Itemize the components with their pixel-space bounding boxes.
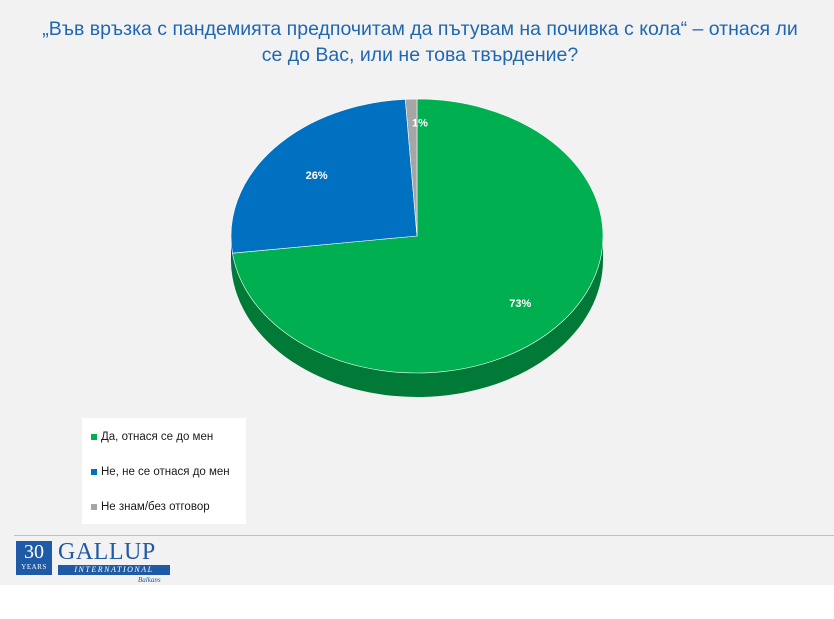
- footer-divider: [14, 535, 834, 536]
- gallup-logo: 30 YEARS GALLUP INTERNATIONAL Balkans: [16, 539, 176, 585]
- brand-name: GALLUP: [58, 539, 156, 565]
- brand-region: Balkans: [138, 576, 161, 584]
- legend-swatch-dont-know: [91, 504, 97, 510]
- legend-item-yes: Да, отнася се до мен: [91, 429, 213, 445]
- legend-swatch-yes: [91, 434, 97, 440]
- legend-label-dont-know: Не знам/без отговор: [101, 501, 210, 513]
- anniversary-text: YEARS: [21, 563, 47, 571]
- legend-label-no: Не, не се отнася до мен: [101, 466, 230, 478]
- legend-swatch-no: [91, 469, 97, 475]
- pie-side-yes: [232, 236, 603, 398]
- data-label-no: 26%: [306, 170, 328, 182]
- data-label-yes: 73%: [509, 298, 531, 310]
- legend: Да, отнася се до мен Не, не се отнася до…: [82, 418, 246, 524]
- pie-slice-dont-know: [404, 98, 418, 237]
- chart-title: „Във връзка с пандемията предпочитам да …: [42, 18, 798, 66]
- brand-subtitle: INTERNATIONAL: [58, 565, 170, 575]
- anniversary-badge: 30 YEARS: [16, 541, 52, 575]
- legend-item-dont-know: Не знам/без отговор: [91, 499, 210, 515]
- anniversary-number: 30: [24, 541, 44, 563]
- data-label-dont-know: 1%: [412, 117, 428, 129]
- pie-slice-yes: [232, 98, 604, 374]
- pie-slice-no: [230, 98, 418, 254]
- legend-label-yes: Да, отнася се до мен: [101, 431, 214, 443]
- legend-item-no: Не, не се отнася до мен: [91, 464, 230, 480]
